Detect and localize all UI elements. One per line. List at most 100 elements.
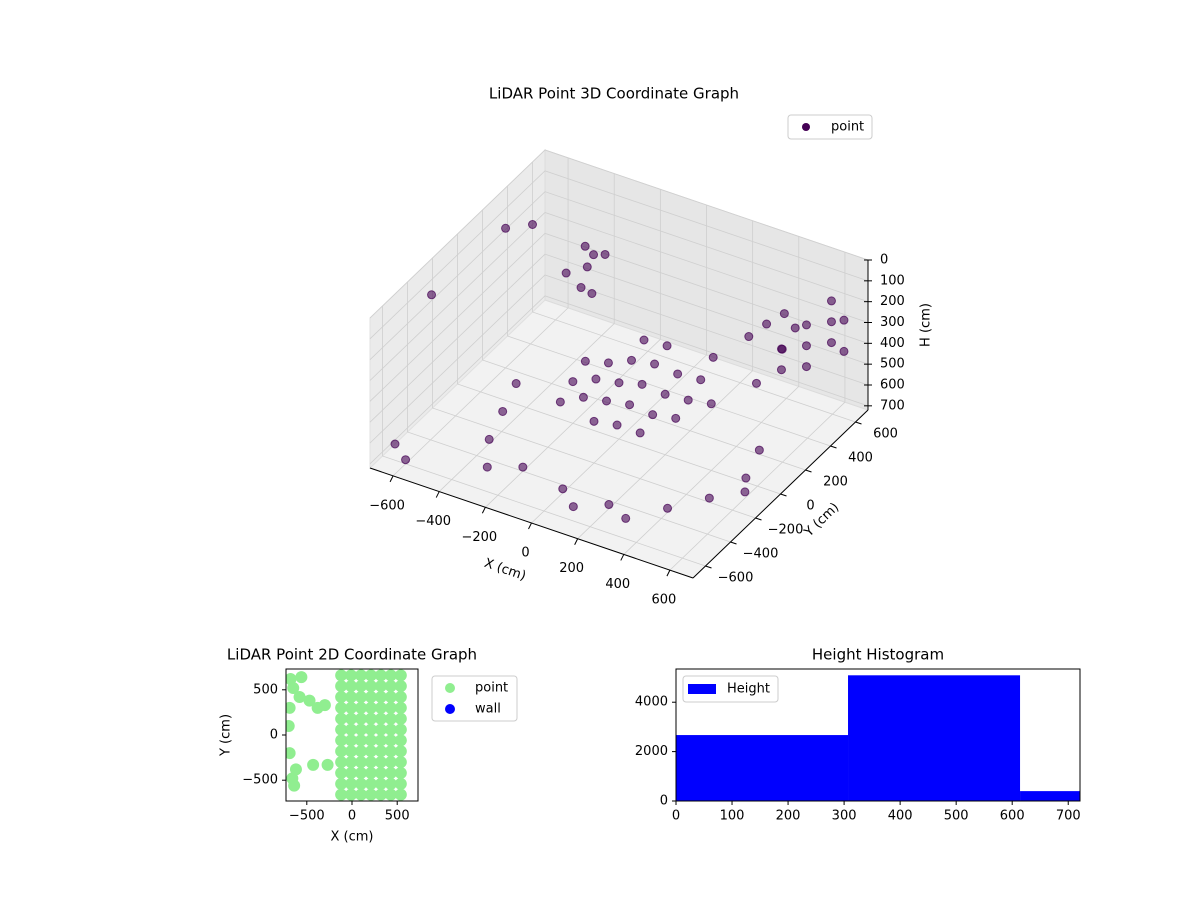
point: [744, 332, 754, 342]
point: [650, 359, 660, 369]
point: [293, 691, 306, 704]
point: [511, 379, 521, 389]
legend-box: [682, 675, 779, 703]
legend-box: [787, 114, 873, 140]
x-tick-label: 500: [944, 809, 969, 824]
x-axis: [369, 467, 694, 579]
point: [374, 701, 387, 714]
point: [335, 669, 348, 682]
grid-line: [669, 252, 846, 571]
bar: [1020, 791, 1080, 801]
y-tick: [855, 421, 862, 425]
point: [591, 374, 601, 384]
y-tick: [805, 469, 812, 473]
point: [355, 777, 368, 790]
y-tick-label: −600: [718, 571, 754, 586]
x-tick-label: −400: [415, 514, 451, 529]
axes-frame: [675, 668, 1081, 802]
point: [621, 513, 631, 523]
point: [355, 712, 368, 725]
point: [394, 734, 407, 747]
point: [394, 723, 407, 736]
point: [384, 669, 397, 682]
x-tick-label: 0: [348, 809, 356, 824]
x-tick-label: −200: [461, 530, 497, 545]
x-tick: [666, 569, 671, 577]
point: [355, 669, 368, 682]
point: [660, 389, 670, 399]
point: [394, 777, 407, 790]
chart-title: Height Histogram: [812, 646, 944, 664]
x-tick: [481, 507, 486, 514]
point: [345, 712, 358, 725]
x-tick: [528, 522, 532, 530]
point: [390, 439, 400, 449]
grid-line: [382, 306, 706, 567]
point: [839, 346, 849, 356]
y-axis: [692, 409, 869, 579]
point: [602, 396, 611, 406]
y-tick: [730, 541, 737, 545]
point: [801, 320, 811, 330]
point: [335, 691, 348, 704]
point: [345, 756, 358, 769]
point: [335, 777, 348, 790]
point: [427, 290, 437, 300]
point: [364, 777, 377, 790]
point: [826, 296, 836, 306]
point: [394, 766, 407, 779]
point: [374, 745, 387, 758]
x-tick-label: 400: [605, 577, 630, 592]
x-axis-label: X (cm): [331, 830, 374, 845]
point: [374, 788, 387, 801]
point: [364, 766, 377, 779]
point: [384, 788, 397, 801]
point: [364, 745, 377, 758]
plot-area: [286, 669, 407, 801]
point: [286, 719, 295, 732]
z-tick-label: 400: [880, 336, 905, 351]
point: [345, 701, 358, 714]
point: [355, 701, 368, 714]
point: [374, 766, 387, 779]
x-tick-label: 700: [1056, 809, 1081, 824]
y-tick: [830, 445, 837, 449]
x-tick: [620, 554, 625, 561]
point: [578, 392, 588, 402]
grid-line: [623, 236, 800, 555]
point: [826, 338, 836, 348]
point: [663, 503, 673, 513]
point: [600, 249, 610, 259]
point: [501, 223, 511, 233]
z-tick-label: 500: [880, 357, 905, 372]
point: [345, 745, 358, 758]
point: [639, 335, 649, 345]
point: [384, 691, 397, 704]
z-tick-label: 0: [880, 253, 888, 268]
point: [286, 747, 296, 760]
point: [384, 701, 397, 714]
point: [355, 756, 368, 769]
point: [754, 445, 764, 455]
point: [614, 378, 624, 388]
grid-line: [485, 189, 661, 508]
point: [335, 723, 348, 736]
point: [364, 701, 377, 714]
y-tick-label: −400: [743, 547, 779, 562]
grid-line: [369, 191, 869, 360]
point: [345, 691, 358, 704]
point: [394, 691, 407, 704]
point: [288, 779, 301, 792]
point: [384, 734, 397, 747]
z-tick-label: 300: [880, 315, 905, 330]
x-tick-label: −600: [369, 498, 405, 513]
point: [708, 352, 718, 362]
point: [648, 410, 658, 420]
point: [776, 344, 786, 354]
point: [345, 680, 358, 693]
grid-line: [577, 220, 754, 540]
point: [345, 734, 358, 747]
point: [287, 681, 300, 694]
grid-line: [369, 212, 869, 381]
